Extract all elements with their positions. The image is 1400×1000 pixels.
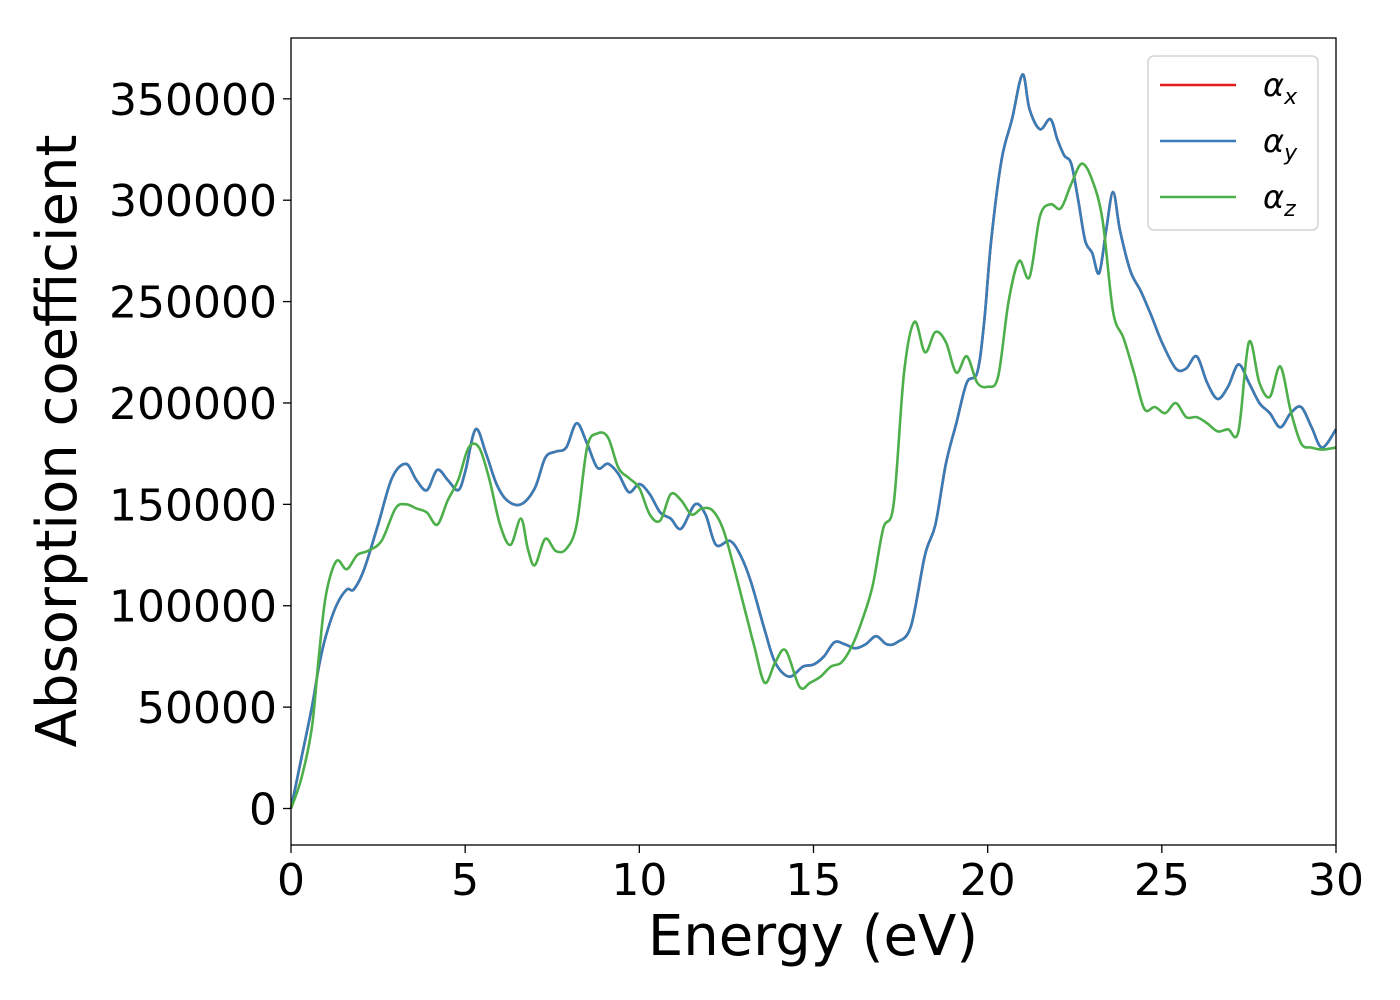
series-line-z: [289, 162, 1337, 809]
series-layer: [289, 73, 1338, 809]
x-tick-label: 0: [277, 855, 305, 906]
y-tick-label: 300000: [109, 176, 277, 227]
series-line-y: [289, 73, 1338, 809]
legend-box: [1147, 55, 1319, 231]
y-tick-label: 50000: [137, 683, 277, 734]
y-tick-label: 250000: [109, 278, 277, 329]
x-tick-label: 10: [611, 855, 667, 906]
x-tick-label: 20: [960, 855, 1016, 906]
y-axis: 0 50000 100000 150000 200000 250000 300000 3500…: [109, 75, 291, 836]
y-tick-label: 0: [249, 785, 277, 836]
y-tick-label: 150000: [109, 480, 277, 531]
x-tick-label: 30: [1308, 855, 1364, 906]
x-axis: 0 5 10 15 20 25 30: [277, 845, 1364, 906]
x-axis-label: Energy (eV): [648, 904, 978, 969]
y-axis-label: Absorption coefficient: [25, 135, 90, 748]
x-tick-label: 25: [1134, 855, 1190, 906]
y-tick-label: 200000: [109, 379, 277, 430]
x-tick-label: 15: [786, 855, 842, 906]
y-tick-label: 100000: [109, 582, 277, 633]
x-tick-label: 5: [451, 855, 479, 906]
y-tick-label: 350000: [109, 75, 277, 126]
